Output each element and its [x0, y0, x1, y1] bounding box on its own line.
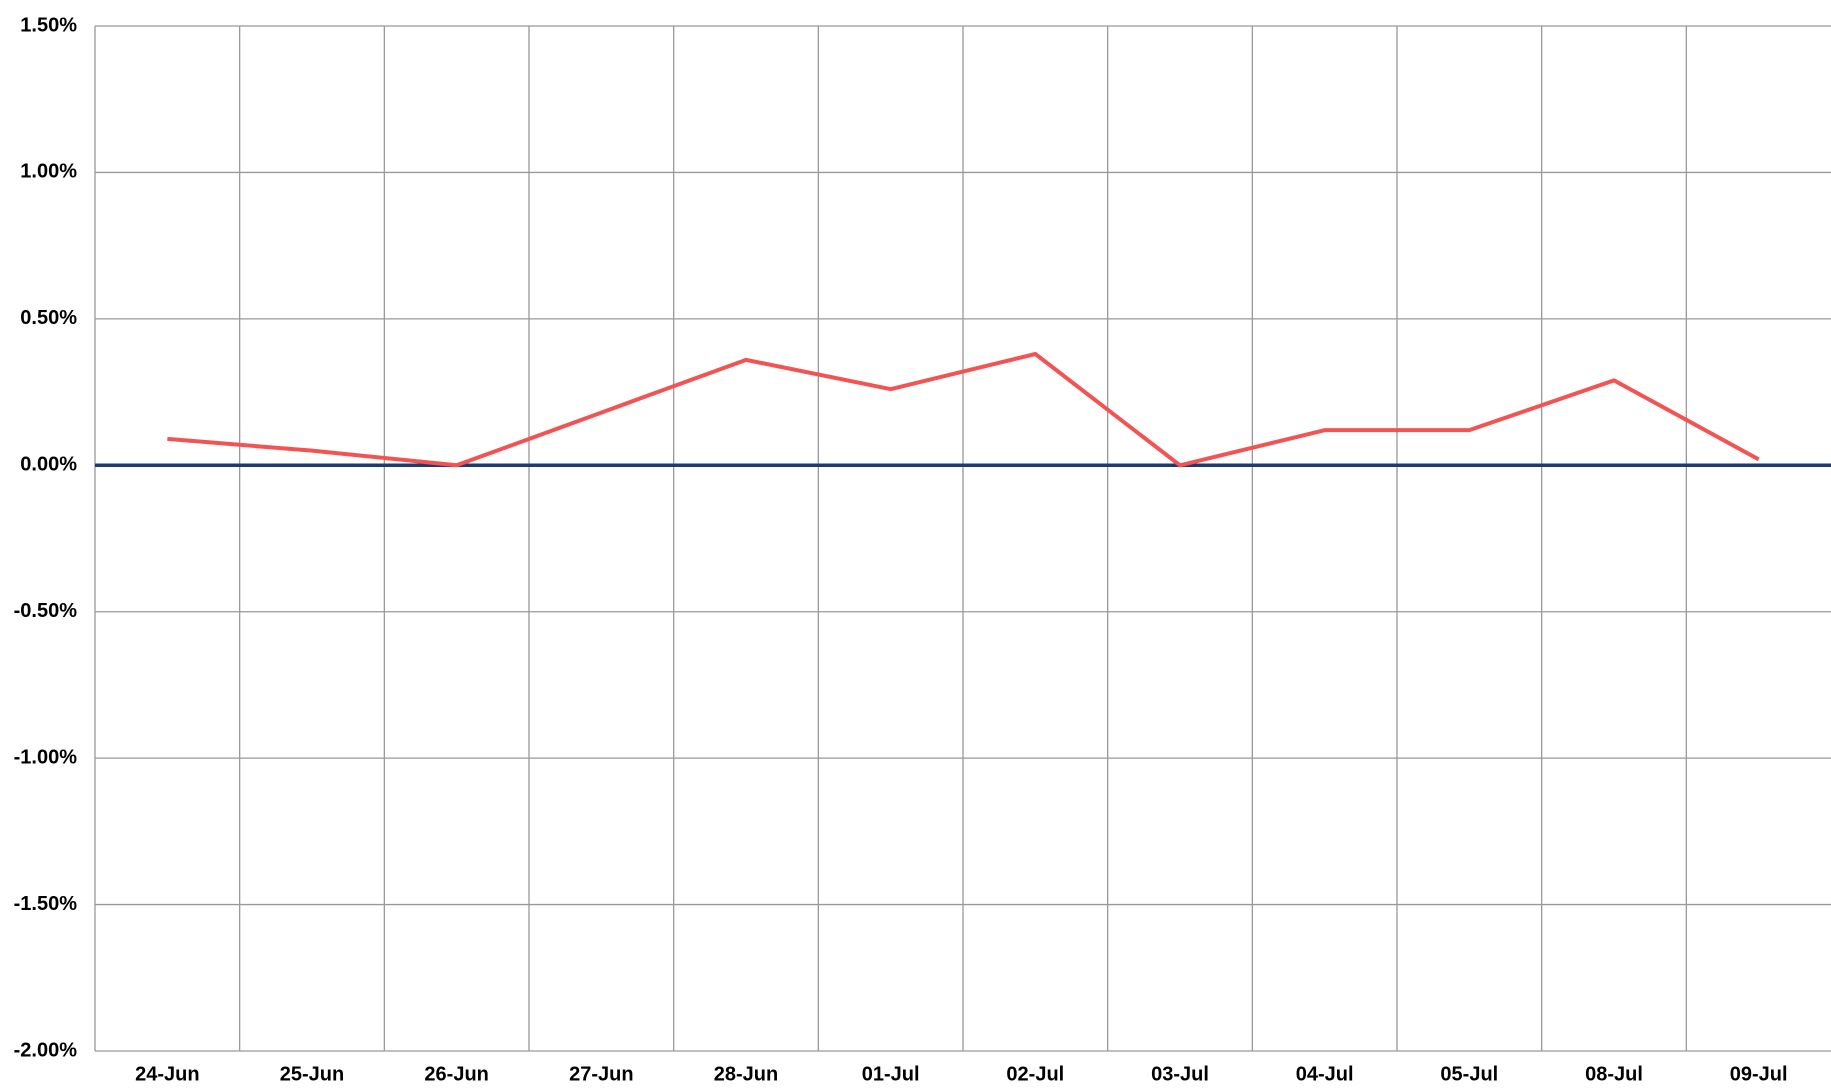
y-tick-label: -1.00%: [14, 746, 78, 768]
x-tick-label: 28-Jun: [714, 1063, 778, 1085]
y-tick-label: 0.50%: [20, 307, 77, 329]
x-tick-label: 02-Jul: [1006, 1063, 1064, 1085]
y-tick-label: 1.50%: [20, 14, 77, 36]
x-tick-label: 25-Jun: [280, 1063, 344, 1085]
y-tick-label: -2.00%: [14, 1039, 78, 1061]
y-tick-label: 0.00%: [20, 454, 77, 476]
x-tick-label: 09-Jul: [1730, 1063, 1788, 1085]
x-tick-label: 27-Jun: [569, 1063, 633, 1085]
y-tick-label: -1.50%: [14, 893, 78, 915]
x-tick-label: 04-Jul: [1296, 1063, 1354, 1085]
y-tick-label: 1.00%: [20, 161, 77, 183]
x-tick-label: 26-Jun: [424, 1063, 488, 1085]
line-series: [167, 352, 1760, 468]
x-tick-label: 24-Jun: [135, 1063, 199, 1085]
x-tick-label: 03-Jul: [1151, 1063, 1209, 1085]
x-tick-label: 05-Jul: [1440, 1063, 1498, 1085]
y-tick-label: -0.50%: [14, 600, 78, 622]
x-tick-label: 01-Jul: [862, 1063, 920, 1085]
x-tick-label: 08-Jul: [1585, 1063, 1643, 1085]
